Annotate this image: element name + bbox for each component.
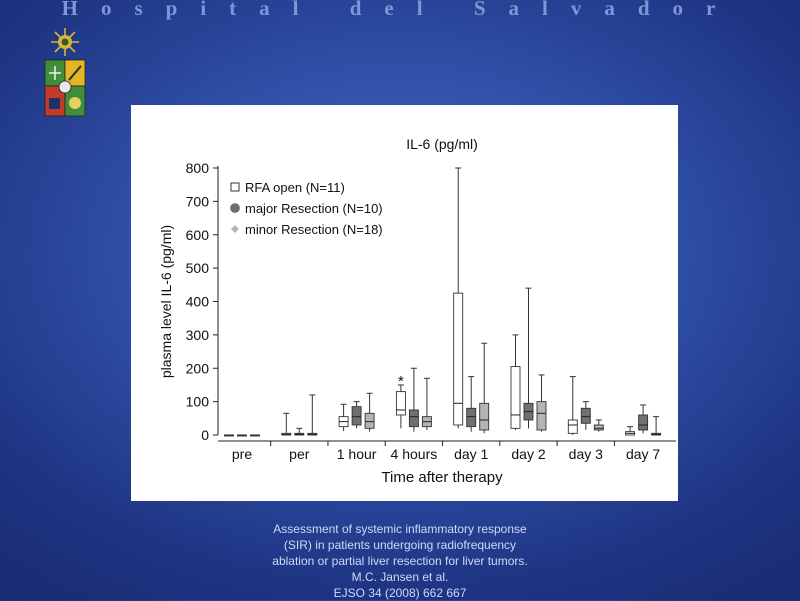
x-axis-label: Time after therapy xyxy=(381,469,503,486)
box xyxy=(479,402,490,431)
y-tick-label: 100 xyxy=(186,394,210,410)
x-tick-label: pre xyxy=(232,446,252,462)
university-crest-logo xyxy=(44,28,86,117)
y-tick-label: 600 xyxy=(186,227,210,243)
box xyxy=(638,414,649,431)
citation-caption: Assessment of systemic inflammatory resp… xyxy=(200,521,600,601)
y-tick-label: 800 xyxy=(186,160,210,176)
box xyxy=(395,391,406,416)
caption-line: EJSO 34 (2008) 662 667 xyxy=(333,586,467,600)
x-tick-label: day 2 xyxy=(511,446,545,462)
x-tick-label: day 7 xyxy=(626,446,660,462)
box xyxy=(567,419,578,434)
chart-panel: IL-6 (pg/ml) 0 100 200 300 400 500 600 700 800 pla… xyxy=(131,105,678,501)
legend-label: major Resection (N=10) xyxy=(245,201,383,216)
box xyxy=(351,406,362,426)
legend-label: RFA open (N=11) xyxy=(245,180,345,195)
il6-box-plot: IL-6 (pg/ml) 0 100 200 300 400 500 600 700 800 pla… xyxy=(158,136,676,486)
caption-line: ablation or partial liver resection for … xyxy=(272,554,528,568)
x-tick-label: day 3 xyxy=(569,446,603,462)
x-tick-label: 4 hours xyxy=(391,446,438,462)
legend-label: minor Resection (N=18) xyxy=(245,222,383,237)
y-tick-label: 700 xyxy=(186,193,210,209)
y-tick-label: 500 xyxy=(186,260,210,276)
box xyxy=(593,424,604,431)
caption-line: Assessment of systemic inflammatory resp… xyxy=(273,522,527,536)
header-title: Hospital del Salvador xyxy=(61,0,739,20)
caption-line: (SIR) in patients undergoing radiofreque… xyxy=(283,538,517,552)
box xyxy=(466,407,477,428)
box xyxy=(453,292,464,426)
x-tick-label: per xyxy=(289,446,310,462)
caption-line: M.C. Jansen et al. xyxy=(351,570,449,584)
box xyxy=(536,401,547,431)
x-tick-label: 1 hour xyxy=(337,446,377,462)
y-tick-label: 400 xyxy=(186,294,210,310)
legend-marker xyxy=(231,225,239,233)
legend-marker xyxy=(230,182,240,192)
significance-marker: * xyxy=(398,373,404,390)
box xyxy=(408,409,419,428)
y-tick-label: 200 xyxy=(186,360,210,376)
y-tick-label: 0 xyxy=(201,427,209,443)
box xyxy=(510,366,521,429)
x-tick-label: day 1 xyxy=(454,446,488,462)
legend-marker xyxy=(230,203,240,213)
y-tick-label: 300 xyxy=(186,327,210,343)
box xyxy=(580,407,591,424)
chart-title: IL-6 (pg/ml) xyxy=(406,136,478,152)
star-emblem-icon xyxy=(51,28,79,56)
y-axis-label: plasma level IL-6 (pg/ml) xyxy=(158,225,174,378)
shield-icon xyxy=(44,59,86,117)
box xyxy=(364,412,375,429)
